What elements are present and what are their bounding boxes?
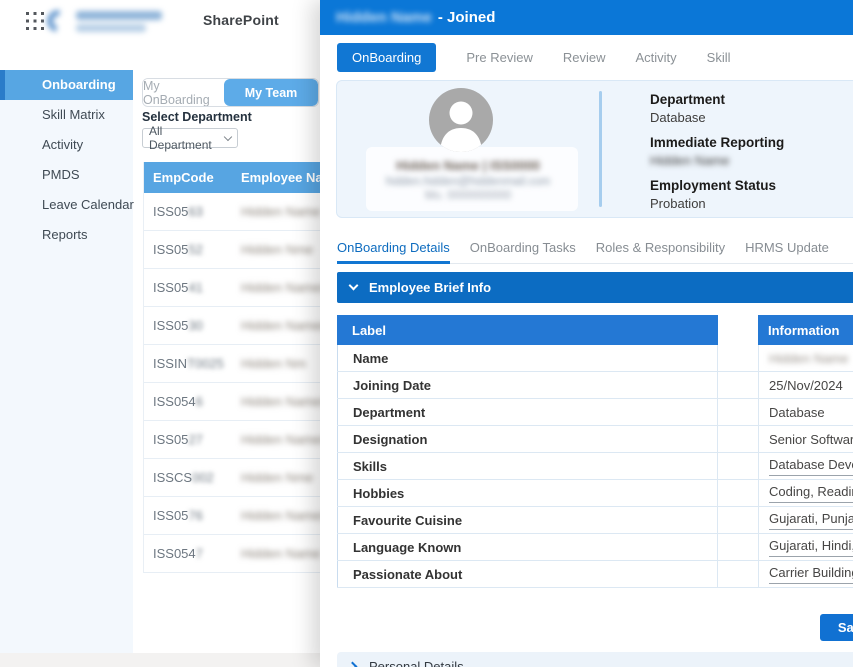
- redacted-code: 76: [188, 508, 203, 523]
- my-team-toggle[interactable]: My Team: [224, 79, 318, 106]
- redacted-code: 27: [188, 432, 203, 447]
- subtab-hrms-update[interactable]: HRMS Update: [745, 240, 829, 255]
- redacted-code: 002: [192, 470, 214, 485]
- app-launcher-icon[interactable]: [25, 11, 45, 31]
- employment-status-label: Employment Status: [650, 178, 777, 193]
- tab-review[interactable]: Review: [562, 49, 606, 65]
- employee-detail-panel: Hidden Name - Joined OnBoarding Pre Revi…: [320, 0, 853, 667]
- subtab-onboarding-tasks[interactable]: OnBoarding Tasks: [469, 240, 576, 255]
- empcode-header: EmpCode: [153, 170, 214, 185]
- redacted-employee-name: Hidden Nm: [241, 356, 307, 371]
- designation-value: Senior Software Dev: [769, 431, 853, 447]
- info-row: Designation Senior Software Dev: [337, 426, 853, 453]
- redacted-code: T0025: [186, 356, 224, 371]
- avatar: [429, 88, 493, 152]
- info-row: Name Hidden Name: [337, 345, 853, 372]
- redacted-code: 6: [195, 394, 203, 409]
- redacted-employee-title: Hidden Name: [336, 9, 432, 26]
- tab-skill[interactable]: Skill: [706, 49, 731, 65]
- label-column-header: Label: [337, 315, 718, 345]
- redacted-reporting-value: Hidden Name: [650, 153, 730, 168]
- sidebar-item-pmds[interactable]: PMDS: [42, 167, 80, 182]
- redacted-code: 30: [188, 318, 203, 333]
- employment-status-value: Probation: [650, 196, 706, 211]
- subtab-roles-responsibility[interactable]: Roles & Responsibility: [595, 240, 726, 255]
- hobbies-input[interactable]: Coding, Reading, Tr: [769, 483, 853, 503]
- chevron-down-icon: [348, 280, 359, 291]
- redacted-employee-name: Hidden Namesss: [241, 432, 340, 447]
- info-row: Hobbies Coding, Reading, Tr: [337, 480, 853, 507]
- sidebar-nav: Onboarding Skill Matrix Activity PMDS Le…: [0, 70, 134, 653]
- section-title: Employee Brief Info: [369, 280, 492, 295]
- info-row: Joining Date 25/Nov/2024: [337, 372, 853, 399]
- tab-onboarding[interactable]: OnBoarding: [337, 42, 437, 72]
- sidebar-item-skill-matrix[interactable]: Skill Matrix: [42, 107, 105, 122]
- department-label: Department: [650, 92, 726, 107]
- redacted-employee-name: Hidden Name: [241, 546, 321, 561]
- redacted-code: 7: [195, 546, 203, 561]
- logo-swoosh-icon: [42, 5, 74, 37]
- profile-card: Hidden Name | ISS0000 hidden.hidden@hidd…: [336, 80, 853, 218]
- person-icon: [429, 88, 493, 152]
- department-value: Database: [769, 404, 825, 420]
- panel-tabs: OnBoarding Pre Review Review Activity Sk…: [337, 42, 731, 72]
- favourite-cuisine-input[interactable]: Gujarati, Punjabi: [769, 510, 853, 530]
- onboarding-view-toggle: My OnBoarding My Team: [142, 78, 319, 107]
- passionate-about-input[interactable]: Carrier Building, So: [769, 564, 853, 584]
- redacted-employee-name: Hidden Name: [241, 204, 321, 219]
- info-table-header: Label Information: [337, 315, 853, 345]
- panel-title-bar: Hidden Name - Joined: [320, 0, 853, 35]
- collapsed-section-title: Personal Details: [369, 659, 464, 667]
- department-dropdown-value: All Department: [149, 124, 212, 152]
- sidebar-item-reports[interactable]: Reports: [42, 227, 88, 242]
- sidebar-item-activity[interactable]: Activity: [42, 137, 84, 152]
- information-column-header: Information: [758, 315, 853, 345]
- info-row: Passionate About Carrier Building, So: [337, 561, 853, 588]
- chevron-right-icon: [347, 661, 358, 667]
- skills-input[interactable]: Database Developme: [769, 456, 853, 476]
- employee-brief-info-table: Label Information Name Hidden Name Joini…: [337, 315, 853, 588]
- department-value: Database: [650, 110, 706, 125]
- sharepoint-title: SharePoint: [203, 12, 279, 28]
- info-row: Department Database: [337, 399, 853, 426]
- joining-date-value: 25/Nov/2024: [769, 377, 843, 393]
- redacted-employee-name: Hidden Names: [241, 394, 327, 409]
- detail-subtabs: OnBoarding Details OnBoarding Tasks Role…: [337, 240, 853, 264]
- immediate-reporting-label: Immediate Reporting: [650, 135, 785, 150]
- department-dropdown[interactable]: All Department: [142, 124, 238, 152]
- redacted-profile-email: hidden.hidden@hiddenmail.com: [385, 176, 551, 188]
- employee-name-header: Employee Name: [241, 170, 342, 185]
- sidebar-item-onboarding[interactable]: Onboarding: [0, 70, 133, 100]
- redacted-profile-name: Hidden Name | ISS0000: [396, 158, 540, 173]
- panel-title-status: - Joined: [437, 9, 496, 26]
- select-department-label: Select Department: [142, 110, 252, 124]
- waffle-grid-icon: [26, 12, 44, 30]
- tab-pre-review[interactable]: Pre Review: [466, 49, 533, 65]
- info-row: Language Known Gujarati, Hindi, Eng: [337, 534, 853, 561]
- redacted-profile-mobile: Mo. 0000000000: [424, 190, 512, 202]
- redacted-code: 63: [188, 204, 203, 219]
- vertical-divider: [599, 91, 602, 207]
- redacted-code: 41: [188, 280, 203, 295]
- subtab-onboarding-details[interactable]: OnBoarding Details: [337, 240, 450, 264]
- sidebar-item-leave-calendar[interactable]: Leave Calendar: [42, 197, 134, 212]
- redacted-employee-name: Hidden Nme: [241, 470, 314, 485]
- employee-brief-info-section-header[interactable]: Employee Brief Info: [337, 272, 853, 303]
- redacted-code: 52: [188, 242, 203, 257]
- redacted-employee-name: Hidden Names: [241, 280, 327, 295]
- redacted-employee-name: Hidden Namess: [241, 508, 334, 523]
- info-row: Favourite Cuisine Gujarati, Punjabi: [337, 507, 853, 534]
- company-logo: [42, 5, 179, 37]
- tab-activity[interactable]: Activity: [635, 49, 677, 65]
- redacted-employee-name: Hidden Nme: [241, 242, 314, 257]
- language-known-input[interactable]: Gujarati, Hindi, Eng: [769, 537, 853, 557]
- redacted-name-value: Hidden Name: [769, 350, 849, 366]
- my-onboarding-toggle[interactable]: My OnBoarding: [143, 79, 224, 106]
- info-row: Skills Database Developme: [337, 453, 853, 480]
- redacted-employee-name: Hidden Namee: [241, 318, 328, 333]
- personal-details-section-header[interactable]: Personal Details: [337, 652, 853, 667]
- save-button[interactable]: Save: [820, 614, 853, 641]
- profile-fields: Department Database Immediate Reporting …: [650, 92, 784, 221]
